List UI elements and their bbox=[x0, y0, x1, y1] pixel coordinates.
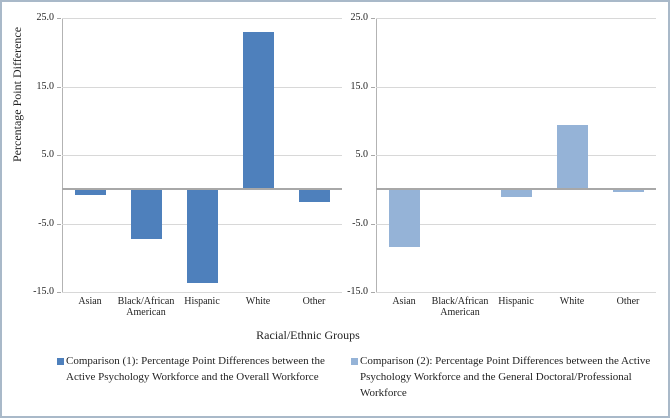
y-tick-label: -5.0 bbox=[352, 218, 368, 229]
y-tick-mark bbox=[57, 292, 61, 293]
y-tick-label: 5.0 bbox=[41, 149, 55, 160]
y-tick-mark bbox=[371, 155, 375, 156]
y-tick-mark bbox=[57, 87, 61, 88]
zero-axis-line bbox=[376, 188, 656, 190]
gridline bbox=[62, 18, 342, 19]
category-label: White bbox=[559, 296, 585, 307]
bar-comparison-2-5 bbox=[613, 189, 644, 192]
y-tick-label: -5.0 bbox=[38, 218, 54, 229]
x-axis-title: Racial/Ethnic Groups bbox=[256, 328, 360, 342]
bar-comparison-1-2 bbox=[131, 189, 162, 239]
y-tick-mark bbox=[371, 224, 375, 225]
bar-comparison-1-3 bbox=[187, 189, 218, 283]
gridline bbox=[62, 292, 342, 293]
gridline bbox=[62, 155, 342, 156]
category-label: Black/African American bbox=[431, 296, 489, 318]
category-label: Other bbox=[616, 296, 640, 307]
legend-marker-comparison-1-icon bbox=[57, 358, 64, 365]
y-tick-label: 25.0 bbox=[350, 12, 369, 23]
bar-comparison-2-4 bbox=[557, 125, 588, 189]
bar-comparison-2-3 bbox=[501, 189, 532, 197]
y-tick-label: -15.0 bbox=[33, 286, 54, 297]
bar-comparison-1-1 bbox=[75, 189, 106, 195]
category-label: Asian bbox=[392, 296, 416, 307]
y-tick-label: -15.0 bbox=[347, 286, 368, 297]
y-tick-mark bbox=[57, 155, 61, 156]
category-label: Hispanic bbox=[184, 296, 220, 307]
category-label: Hispanic bbox=[498, 296, 534, 307]
y-tick-label: 25.0 bbox=[36, 12, 55, 23]
legend-marker-comparison-2-icon bbox=[351, 358, 358, 365]
y-tick-mark bbox=[57, 224, 61, 225]
legend: Comparison (1): Percentage Point Differe… bbox=[2, 351, 668, 411]
y-tick-label: 15.0 bbox=[36, 81, 55, 92]
y-tick-mark bbox=[371, 18, 375, 19]
y-tick-mark bbox=[371, 87, 375, 88]
bar-comparison-1-4 bbox=[243, 32, 274, 190]
gridline bbox=[376, 87, 656, 88]
gridline bbox=[62, 87, 342, 88]
y-tick-mark bbox=[57, 18, 61, 19]
bar-comparison-1-5 bbox=[299, 189, 330, 202]
legend-label-comparison-1: Comparison (1): Percentage Point Differe… bbox=[66, 355, 325, 383]
bar-comparison-2-1 bbox=[389, 189, 420, 247]
y-tick-label: 5.0 bbox=[355, 149, 369, 160]
gridline bbox=[376, 155, 656, 156]
y-tick-mark bbox=[371, 292, 375, 293]
gridline bbox=[376, 224, 656, 225]
category-label: Other bbox=[302, 296, 326, 307]
gridline bbox=[376, 18, 656, 19]
category-label: White bbox=[245, 296, 271, 307]
category-label: Asian bbox=[78, 296, 102, 307]
y-tick-label: 15.0 bbox=[350, 81, 369, 92]
zero-axis-line bbox=[62, 188, 342, 190]
gridline bbox=[376, 292, 656, 293]
category-label: Black/African American bbox=[117, 296, 175, 318]
legend-label-comparison-2: Comparison (2): Percentage Point Differe… bbox=[360, 355, 651, 399]
